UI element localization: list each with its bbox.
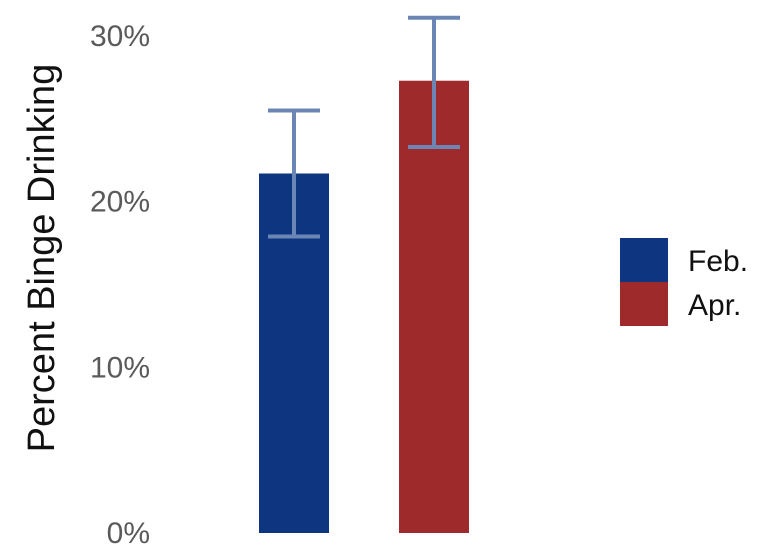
legend-swatch-feb [620, 238, 668, 282]
y-axis-title-group: Percent Binge Drinking [21, 64, 63, 453]
legend-swatch-apr [620, 282, 668, 326]
y-axis-ticks: 0% 10% 20% 30% [90, 20, 150, 550]
legend: Feb. Apr. [620, 238, 748, 326]
error-bars [268, 15, 460, 239]
y-tick-label: 30% [90, 20, 150, 53]
y-axis-title: Percent Binge Drinking [21, 64, 63, 453]
legend-label-feb: Feb. [688, 245, 748, 278]
legend-label-apr: Apr. [688, 289, 741, 322]
y-tick-label: 0% [107, 517, 150, 550]
y-tick-label: 20% [90, 186, 150, 219]
y-tick-label: 10% [90, 351, 150, 384]
bar-apr [399, 80, 469, 533]
